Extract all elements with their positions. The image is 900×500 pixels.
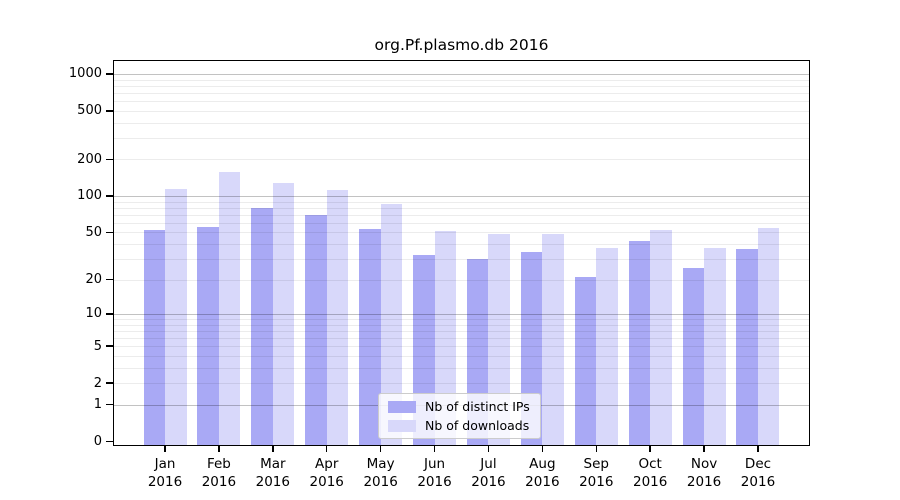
y-tick-mark (106, 231, 113, 234)
x-tick-mark (164, 446, 166, 452)
x-tick-label: May 2016 (363, 456, 398, 490)
bar-downloads (704, 247, 726, 446)
legend-swatch-distinct-ips (388, 400, 416, 413)
y-tick-label: 50 (85, 224, 102, 240)
bar-downloads (542, 234, 564, 446)
plot-area (113, 60, 810, 446)
bar-downloads (596, 247, 618, 446)
x-tick-label: Jan 2016 (147, 456, 183, 490)
y-tick-label: 5 (93, 338, 102, 354)
x-tick-label: Dec 2016 (740, 456, 776, 490)
legend-label-downloads: Nb of downloads (425, 418, 530, 433)
bar-distinct-ips (736, 249, 758, 446)
y-tick-label: 0 (93, 434, 102, 449)
y-tick-mark (106, 195, 113, 197)
x-tick-mark (757, 446, 759, 452)
y-tick-mark (106, 382, 113, 384)
legend-row-distinct-ips: Nb of distinct IPs (388, 399, 540, 414)
bar-downloads (380, 203, 403, 446)
legend-row-downloads: Nb of downloads (388, 418, 540, 433)
x-tick-mark (703, 446, 705, 452)
y-tick-mark (106, 110, 113, 112)
x-tick-label: Mar 2016 (255, 456, 290, 490)
bar-distinct-ips (359, 229, 381, 446)
bar-downloads (650, 230, 672, 446)
y-tick-label: 1000 (68, 66, 102, 82)
x-tick-label: Aug 2016 (525, 456, 560, 490)
bar-distinct-ips (682, 268, 705, 446)
y-tick-mark (106, 278, 113, 281)
x-tick-label: Oct 2016 (632, 456, 668, 490)
legend-swatch-downloads (388, 419, 416, 432)
bars-layer (113, 60, 810, 446)
x-tick-mark (272, 446, 274, 452)
x-tick-mark (218, 446, 220, 452)
y-tick-label: 1 (93, 397, 102, 413)
y-tick-label: 100 (77, 188, 102, 204)
x-tick-label: Apr 2016 (309, 456, 344, 490)
y-tick-mark (106, 403, 113, 406)
y-tick-label: 20 (85, 272, 102, 288)
y-tick-label: 10 (85, 306, 102, 322)
chart-title: org.Pf.plasmo.db 2016 (374, 36, 549, 54)
x-tick-mark (325, 446, 328, 452)
x-tick-mark (487, 446, 490, 452)
x-tick-mark (541, 446, 544, 452)
y-tick-mark (106, 345, 113, 347)
bar-downloads (326, 189, 349, 446)
x-tick-label: Sep 2016 (579, 456, 614, 490)
y-tick-label: 500 (77, 103, 102, 119)
y-tick-mark (106, 313, 113, 315)
y-tick-label: 200 (77, 151, 102, 167)
bar-downloads (434, 231, 457, 446)
legend-label-distinct-ips: Nb of distinct IPs (425, 399, 530, 414)
bar-downloads (165, 188, 187, 446)
y-tick-mark (106, 73, 113, 75)
x-tick-mark (649, 446, 651, 452)
bar-downloads (757, 228, 780, 446)
y-tick-label: 2 (93, 375, 102, 391)
bar-distinct-ips (574, 277, 597, 446)
x-tick-mark (379, 446, 382, 452)
x-tick-mark (433, 446, 436, 452)
bar-distinct-ips (197, 227, 219, 446)
y-tick-mark (106, 440, 113, 443)
bar-downloads (272, 183, 295, 446)
bar-distinct-ips (251, 208, 273, 446)
y-tick-mark (106, 158, 113, 161)
bar-distinct-ips (143, 230, 165, 446)
x-tick-mark (595, 446, 598, 452)
legend: Nb of distinct IPs Nb of downloads (378, 393, 541, 439)
x-tick-label: Jun 2016 (417, 456, 452, 490)
x-tick-label: Nov 2016 (686, 456, 722, 490)
x-tick-label: Jul 2016 (471, 456, 506, 490)
x-tick-label: Feb 2016 (201, 456, 237, 490)
bar-distinct-ips (628, 241, 651, 446)
bar-downloads (218, 172, 241, 446)
bar-distinct-ips (305, 214, 327, 446)
